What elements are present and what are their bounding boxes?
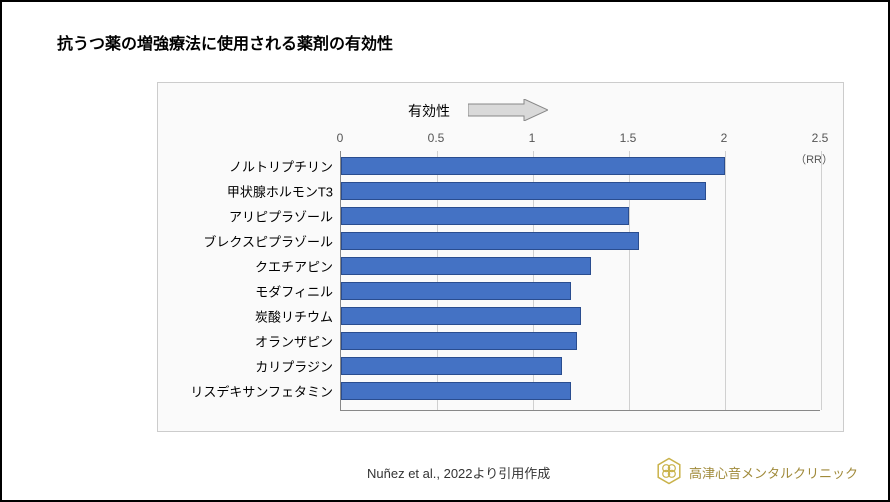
- y-category-label: 炭酸リチウム: [255, 307, 333, 326]
- bar-row: [341, 207, 629, 225]
- bar: [341, 182, 706, 200]
- x-tick-label: 0: [337, 131, 344, 145]
- clinic-logo-icon: [655, 457, 683, 488]
- y-category-label: 甲状腺ホルモンT3: [227, 182, 333, 201]
- bar: [341, 232, 639, 250]
- chart-container: 有効性 00.511.522.5 （RR） ノルトリプチリン甲状腺ホルモンT3ア…: [157, 82, 844, 432]
- y-category-label: ブレクスピプラゾール: [203, 232, 333, 251]
- arrow-right-icon: [468, 99, 548, 126]
- bar-row: [341, 357, 562, 375]
- y-category-label: アリピプラゾール: [229, 207, 333, 226]
- y-category-label: クエチアピン: [255, 257, 333, 276]
- bar: [341, 332, 577, 350]
- bar-row: [341, 182, 706, 200]
- bar-row: [341, 282, 571, 300]
- bar: [341, 307, 581, 325]
- bar: [341, 282, 571, 300]
- gridline: [821, 151, 822, 410]
- clinic-credit: 高津心音メンタルクリニック: [655, 457, 858, 488]
- plot-area: [340, 151, 820, 411]
- x-tick-label: 1.5: [620, 131, 637, 145]
- y-category-label: カリプラジン: [255, 357, 333, 376]
- y-category-label: オランザピン: [255, 332, 333, 351]
- bar: [341, 357, 562, 375]
- bar-row: [341, 332, 577, 350]
- x-tick-label: 1: [529, 131, 536, 145]
- bar: [341, 157, 725, 175]
- y-category-label: リスデキサンフェタミン: [190, 382, 333, 401]
- y-category-label: モダフィニル: [255, 282, 333, 301]
- bar: [341, 207, 629, 225]
- chart-legend: 有効性: [158, 97, 843, 127]
- x-tick-label: 0.5: [428, 131, 445, 145]
- bar-row: [341, 232, 639, 250]
- bar: [341, 257, 591, 275]
- x-tick-label: 2.5: [812, 131, 829, 145]
- legend-label: 有効性: [408, 101, 450, 121]
- clinic-name: 高津心音メンタルクリニック: [689, 463, 858, 482]
- y-category-label: ノルトリプチリン: [229, 157, 333, 176]
- chart-title: 抗うつ薬の増強療法に使用される薬剤の有効性: [57, 30, 393, 54]
- x-tick-label: 2: [721, 131, 728, 145]
- bar: [341, 382, 571, 400]
- bar-row: [341, 257, 591, 275]
- bar-row: [341, 382, 571, 400]
- x-axis: 00.511.522.5: [340, 131, 820, 151]
- gridline: [725, 151, 726, 410]
- bar-row: [341, 157, 725, 175]
- citation-text: Nuñez et al., 2022より引用作成: [367, 463, 550, 482]
- bar-row: [341, 307, 581, 325]
